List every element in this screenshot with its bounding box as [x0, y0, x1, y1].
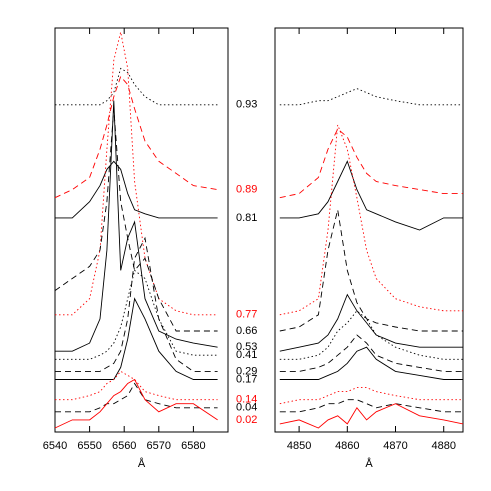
phase-label: 0.53 [236, 341, 257, 353]
spectrum-line [55, 67, 218, 106]
phase-label: 0.41 [236, 349, 257, 361]
x-tick-label: 4870 [383, 440, 407, 452]
spectrum-line [55, 31, 218, 316]
spectrum-line [279, 399, 463, 413]
x-tick-label: 6560 [112, 440, 136, 452]
spectrum-line [55, 297, 218, 380]
spectrum-line [279, 403, 464, 429]
spectrum-line [279, 310, 463, 360]
spectrum-line [279, 88, 463, 106]
phase-label: 0.02 [236, 414, 257, 426]
spectrum-line [55, 370, 218, 401]
phase-label: 0.89 [236, 184, 257, 196]
plot-frame [54, 27, 229, 433]
x-tick-label: 6550 [77, 440, 101, 452]
x-axis-label: Å [365, 457, 373, 470]
spectrum-line [279, 124, 463, 316]
spectrum-line [279, 128, 463, 199]
spectrum-line [279, 346, 463, 380]
x-tick-label: 6580 [181, 440, 205, 452]
spectrum-line [279, 209, 463, 332]
spectrum-line [55, 382, 218, 413]
phase-label: 0.17 [236, 373, 257, 385]
spectrum-line [279, 160, 463, 231]
phase-label: 0.81 [236, 212, 257, 224]
spectrum-line [279, 293, 463, 352]
phase-label: 0.04 [236, 402, 257, 414]
x-tick-label: 4860 [335, 440, 359, 452]
phase-label: 0.14 [236, 394, 257, 406]
spectrum-line [279, 387, 463, 405]
phase-label: 0.29 [236, 365, 257, 377]
spectrum-line [55, 236, 218, 372]
spectrum-line [55, 100, 218, 352]
phase-label: 0.93 [236, 99, 257, 111]
x-tick-label: 4880 [431, 440, 455, 452]
x-tick-label: 4850 [287, 440, 311, 452]
phase-label: 0.77 [236, 309, 257, 321]
spectrum-line [54, 75, 218, 199]
spectrum-line [279, 334, 463, 372]
spectrum-line [55, 160, 218, 219]
phase-label: 0.66 [236, 325, 257, 337]
spectrum-line [54, 108, 218, 332]
plot-frame [274, 27, 464, 433]
spectrum-line [54, 378, 218, 429]
x-axis-label: Å [138, 457, 146, 470]
spectrum-line [55, 269, 218, 360]
x-tick-label: 6570 [147, 440, 171, 452]
x-tick-label: 6540 [43, 440, 67, 452]
